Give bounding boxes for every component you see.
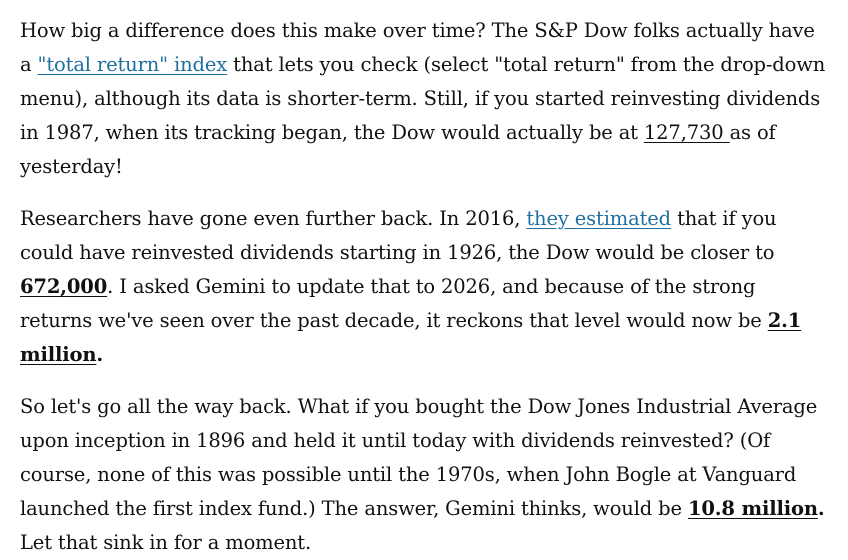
dow-1926-value: 672,000 [20,275,108,298]
dow-1896-value: 10.8 million [687,497,818,520]
paragraph-text: that if you could have reinvested divide… [20,207,777,264]
paragraph-text: How big a difference does this make over… [20,19,815,76]
paragraph-total-return: How big a difference does this make over… [20,14,826,184]
paragraph-text: So let's go all the way back. What if yo… [20,395,818,520]
paragraph-text: Let that sink in for a moment. [20,531,312,554]
paragraph-text: that lets you check (select "total retur… [20,53,826,144]
paragraph-text: . [817,497,825,520]
dow-2026-value: 2.1 million [20,309,802,366]
paragraph-text: . [96,343,104,366]
total-return-index-link[interactable]: "total return" index [37,53,228,76]
they-estimated-link[interactable]: they estimated [526,207,672,230]
paragraph-researchers: Researchers have gone even further back.… [20,202,826,372]
paragraph-text: Researchers have gone even further back.… [20,207,527,230]
paragraph-text: . I asked Gemini to update that to 2026,… [20,275,768,332]
dow-total-return-value: 127,730 [643,121,730,144]
paragraph-text: as of yesterday! [20,121,776,178]
